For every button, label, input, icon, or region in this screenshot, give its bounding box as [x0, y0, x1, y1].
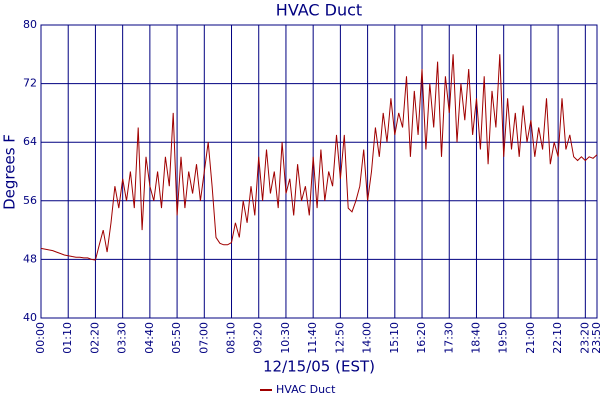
- y-tick-label: 56: [23, 194, 37, 207]
- x-tick-label: 21:00: [524, 322, 537, 354]
- x-tick-label: 22:10: [551, 322, 564, 354]
- x-tick-label: 15:10: [388, 322, 401, 354]
- x-tick-label: 10:30: [279, 322, 292, 354]
- y-tick-label: 40: [23, 311, 37, 324]
- legend-label: HVAC Duct: [276, 383, 336, 396]
- x-tick-label: 05:50: [170, 322, 183, 354]
- x-axis-label: 12/15/05 (EST): [263, 358, 375, 376]
- x-tick-label: 23:20: [578, 322, 591, 354]
- x-tick-label: 14:00: [361, 322, 374, 354]
- x-tick-label: 00:00: [34, 322, 47, 354]
- x-tick-label: 03:30: [116, 322, 129, 354]
- x-tick-label: 01:10: [61, 322, 74, 354]
- y-tick-label: 64: [23, 135, 37, 148]
- x-tick-label: 18:40: [469, 322, 482, 354]
- x-tick-label: 08:10: [225, 322, 238, 354]
- data-line: [40, 54, 598, 261]
- x-tick-label: 07:00: [197, 322, 210, 354]
- x-tick-label: 16:20: [415, 322, 428, 354]
- x-tick-label: 17:30: [442, 322, 455, 354]
- x-tick-label: 11:40: [306, 322, 319, 354]
- x-tick-label: 12:50: [333, 322, 346, 354]
- chart-title: HVAC Duct: [276, 1, 362, 20]
- y-axis-label: Degrees F: [1, 134, 19, 210]
- x-tick-label: 19:50: [497, 322, 510, 354]
- y-tick-label: 72: [23, 77, 37, 90]
- x-tick-label: 04:40: [143, 322, 156, 354]
- y-tick-label: 80: [23, 18, 37, 31]
- x-tick-label: 02:20: [88, 322, 101, 354]
- y-tick-label: 48: [23, 252, 37, 265]
- x-tick-label: 09:20: [252, 322, 265, 354]
- x-tick-label: 23:50: [590, 322, 600, 354]
